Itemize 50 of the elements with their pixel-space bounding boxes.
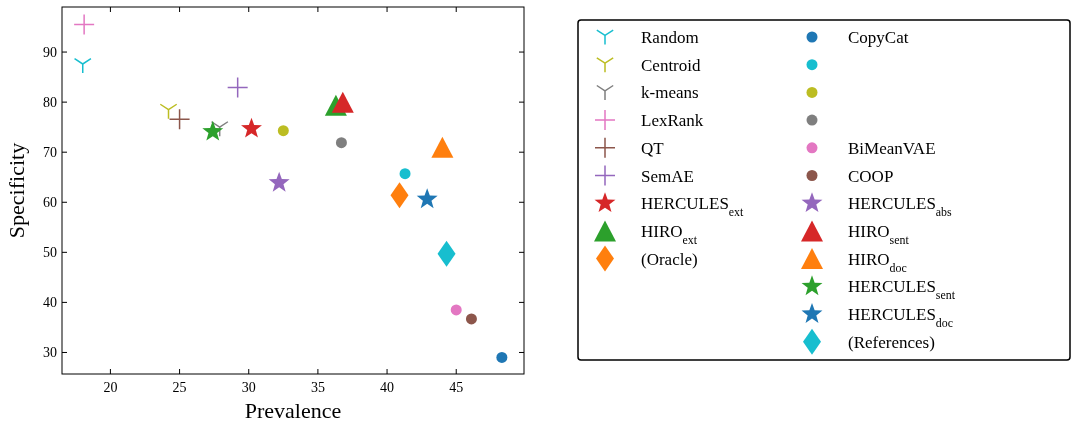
x-tick-label: 25 (172, 380, 187, 395)
x-tick-label: 30 (241, 380, 256, 395)
point (159, 103, 178, 119)
point (268, 171, 290, 192)
legend-label: (References) (848, 332, 935, 352)
point (390, 182, 409, 209)
point (277, 125, 289, 137)
y-tick-label: 30 (43, 345, 57, 361)
legend-label: Random (641, 28, 699, 47)
y-axis-title: Specificity (4, 142, 29, 239)
point (335, 137, 347, 149)
point (465, 313, 477, 325)
y-tick-label: 80 (43, 95, 57, 111)
legend-label: HIRO$_{ext}$ (641, 221, 698, 247)
point (399, 168, 411, 180)
legend-label: HERCULES$_{abs}$ (848, 194, 953, 220)
point (331, 91, 354, 113)
legend-label: HERCULES$_{doc}$ (848, 305, 954, 330)
legend-label: HERCULES$_{sent}$ (848, 277, 956, 303)
legend-label: (Oracle) (641, 249, 698, 269)
legend-label: HERCULES$_{ext}$ (641, 194, 745, 220)
legend-label: BiMeanVAE (848, 138, 936, 158)
point (496, 351, 508, 363)
y-tick-label: 90 (43, 45, 57, 61)
y-tick-label: 70 (43, 145, 57, 161)
y-tick-label: 50 (43, 245, 57, 261)
x-axis-title: Prevalence (244, 398, 342, 423)
point (416, 188, 438, 209)
x-tick-label: 40 (380, 380, 395, 395)
legend-label: SemAE (641, 166, 694, 186)
legend-label: COOP (848, 166, 894, 186)
legend-label: HIRO$_{doc}$ (848, 249, 907, 275)
legend-label: LexRank (641, 111, 704, 131)
point (74, 14, 95, 35)
x-tick-label: 45 (449, 380, 464, 395)
point (437, 240, 456, 267)
point (450, 304, 462, 316)
legend-label: Centroid (641, 55, 701, 75)
point (241, 117, 262, 138)
legend-label: CopyCat (848, 28, 909, 47)
x-tick-label: 35 (310, 380, 325, 395)
legend-label: k-means (641, 83, 699, 103)
legend-label: HIRO$_{sent}$ (848, 221, 910, 247)
point (431, 136, 454, 158)
point (202, 120, 224, 141)
x-tick-label: 20 (103, 380, 118, 395)
point (169, 109, 190, 130)
legend-label: QT (641, 138, 665, 158)
y-tick-label: 60 (43, 195, 57, 211)
y-tick-label: 40 (43, 295, 57, 311)
